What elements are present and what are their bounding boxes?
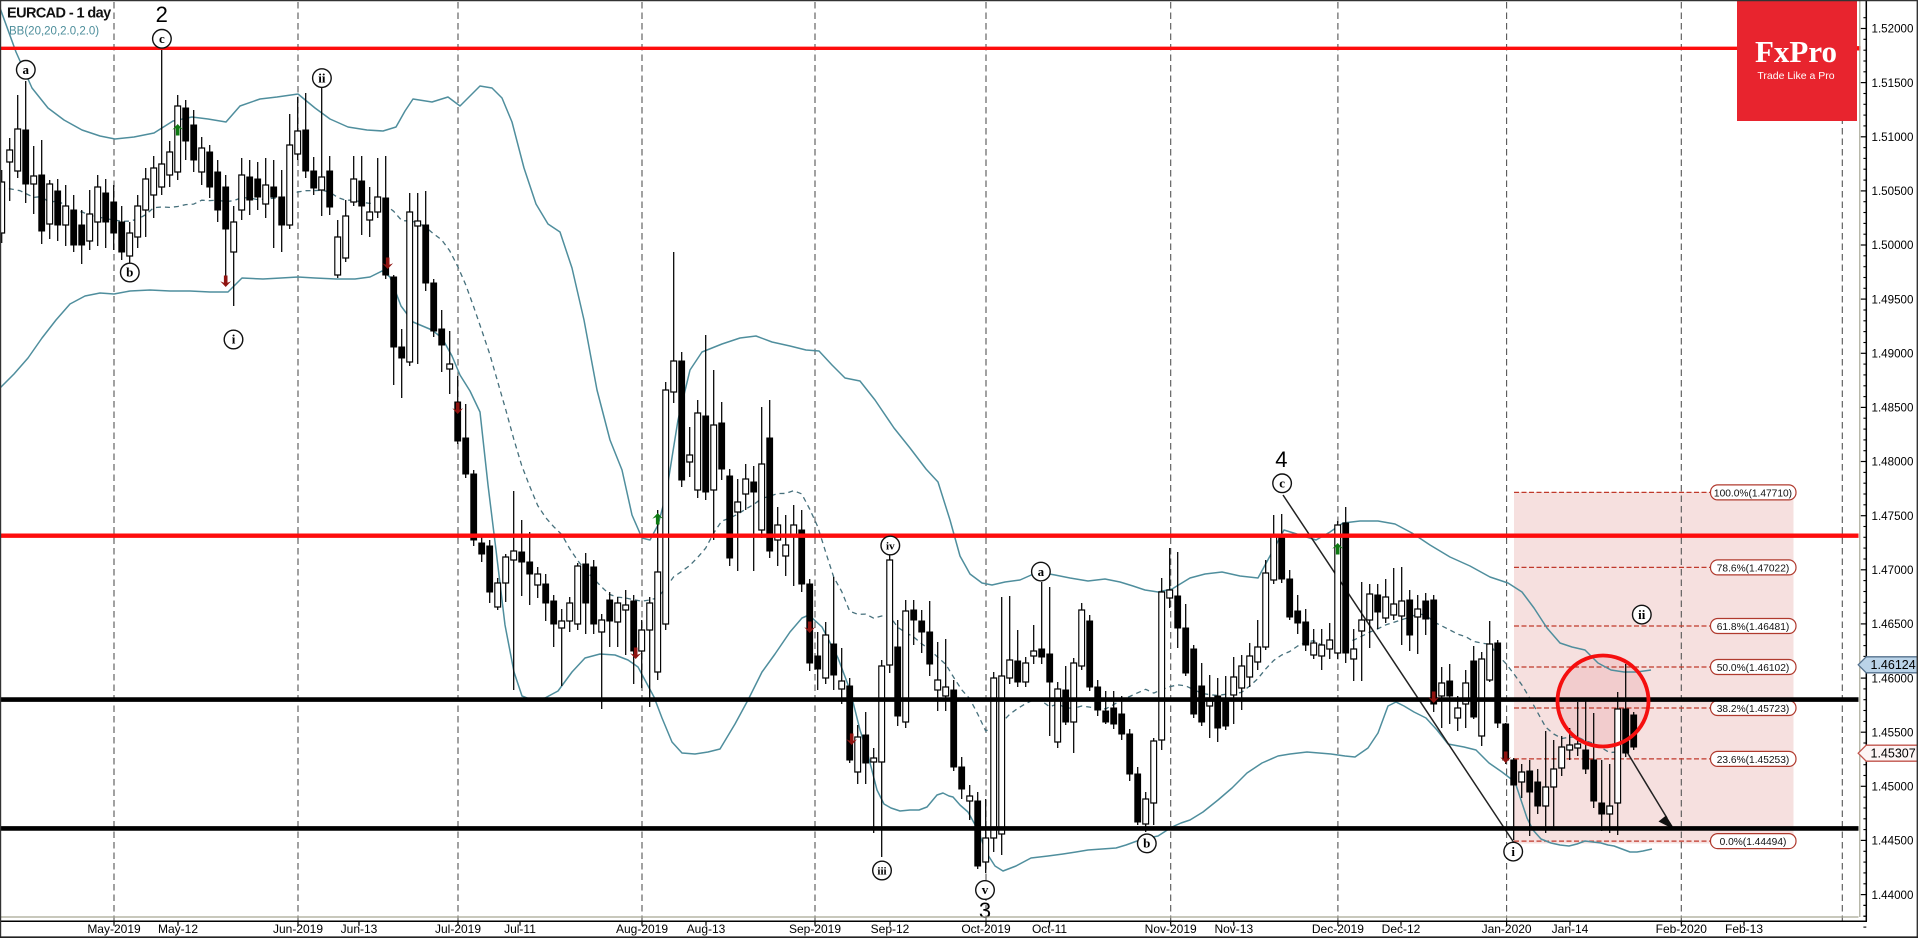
- svg-text:3: 3: [979, 898, 991, 923]
- svg-text:Jul-11: Jul-11: [504, 922, 536, 936]
- svg-text:Feb-2020: Feb-2020: [1656, 922, 1708, 936]
- svg-text:1.45307: 1.45307: [1871, 747, 1916, 761]
- svg-text:ii: ii: [1638, 607, 1646, 622]
- svg-text:1.46124: 1.46124: [1871, 658, 1916, 672]
- svg-text:Aug-2019: Aug-2019: [616, 922, 668, 936]
- svg-text:1.45500: 1.45500: [1872, 726, 1914, 739]
- svg-text:Dec-12: Dec-12: [1382, 922, 1421, 936]
- svg-text:Feb-13: Feb-13: [1725, 922, 1763, 936]
- svg-text:a: a: [23, 62, 30, 77]
- svg-text:1.44500: 1.44500: [1872, 835, 1914, 848]
- svg-text:Nov-13: Nov-13: [1214, 922, 1253, 936]
- svg-text:Trade Like a Pro: Trade Like a Pro: [1757, 70, 1834, 82]
- svg-text:c: c: [1279, 476, 1285, 491]
- svg-text:May-2019: May-2019: [87, 922, 141, 936]
- svg-text:May-12: May-12: [158, 922, 198, 936]
- svg-text:v: v: [982, 882, 989, 897]
- svg-text:b: b: [126, 265, 133, 280]
- svg-text:c: c: [159, 31, 165, 46]
- svg-text:i: i: [232, 332, 236, 347]
- svg-text:1.48000: 1.48000: [1872, 456, 1914, 469]
- svg-text:EURCAD - 1 day: EURCAD - 1 day: [7, 6, 111, 22]
- svg-text:Dec-2019: Dec-2019: [1312, 922, 1364, 936]
- svg-text:1.46000: 1.46000: [1872, 672, 1914, 685]
- svg-text:Jun-13: Jun-13: [341, 922, 378, 936]
- svg-text:1.49500: 1.49500: [1872, 293, 1914, 306]
- svg-text:1.49000: 1.49000: [1872, 348, 1914, 361]
- svg-text:1.50000: 1.50000: [1872, 239, 1914, 252]
- svg-text:a: a: [1038, 564, 1045, 579]
- svg-text:100.0%(1.47710): 100.0%(1.47710): [1714, 488, 1792, 499]
- svg-text:BB(20,20,2.0,2.0): BB(20,20,2.0,2.0): [9, 26, 99, 38]
- svg-text:Sep-12: Sep-12: [871, 922, 910, 936]
- svg-text:ii: ii: [318, 70, 326, 85]
- svg-text:78.6%(1.47022): 78.6%(1.47022): [1717, 563, 1790, 574]
- svg-text:1.51500: 1.51500: [1872, 77, 1914, 90]
- svg-text:50.0%(1.46102): 50.0%(1.46102): [1717, 663, 1790, 674]
- svg-text:Oct-2019: Oct-2019: [961, 922, 1011, 936]
- svg-text:4: 4: [1275, 447, 1287, 472]
- svg-text:23.6%(1.45253): 23.6%(1.45253): [1717, 755, 1790, 766]
- svg-text:1.52000: 1.52000: [1872, 23, 1914, 36]
- svg-text:Jun-2019: Jun-2019: [273, 922, 323, 936]
- svg-text:b: b: [1143, 836, 1150, 851]
- svg-text:Aug-13: Aug-13: [687, 922, 726, 936]
- svg-text:1.50500: 1.50500: [1872, 185, 1914, 198]
- svg-text:Jan-2020: Jan-2020: [1482, 922, 1532, 936]
- svg-text:2: 2: [156, 2, 168, 27]
- svg-text:1.46500: 1.46500: [1872, 618, 1914, 631]
- svg-text:1.47000: 1.47000: [1872, 564, 1914, 577]
- svg-text:i: i: [1511, 844, 1515, 859]
- svg-text:Jul-2019: Jul-2019: [435, 922, 481, 936]
- svg-text:1.44000: 1.44000: [1872, 889, 1914, 902]
- svg-text:FxPro: FxPro: [1755, 34, 1837, 69]
- svg-text:Jan-14: Jan-14: [1552, 922, 1589, 936]
- svg-text:Sep-2019: Sep-2019: [789, 922, 841, 936]
- svg-text:0.0%(1.44494): 0.0%(1.44494): [1720, 837, 1787, 848]
- svg-text:61.8%(1.46481): 61.8%(1.46481): [1717, 622, 1790, 633]
- svg-text:Oct-11: Oct-11: [1032, 922, 1067, 936]
- svg-text:iv: iv: [886, 541, 895, 553]
- svg-text:1.48500: 1.48500: [1872, 402, 1914, 415]
- svg-text:1.47500: 1.47500: [1872, 510, 1914, 523]
- svg-text:iii: iii: [877, 866, 886, 878]
- svg-text:1.45000: 1.45000: [1872, 781, 1914, 794]
- svg-text:1.51000: 1.51000: [1872, 131, 1914, 144]
- svg-text:Nov-2019: Nov-2019: [1145, 922, 1197, 936]
- svg-text:38.2%(1.45723): 38.2%(1.45723): [1717, 704, 1790, 715]
